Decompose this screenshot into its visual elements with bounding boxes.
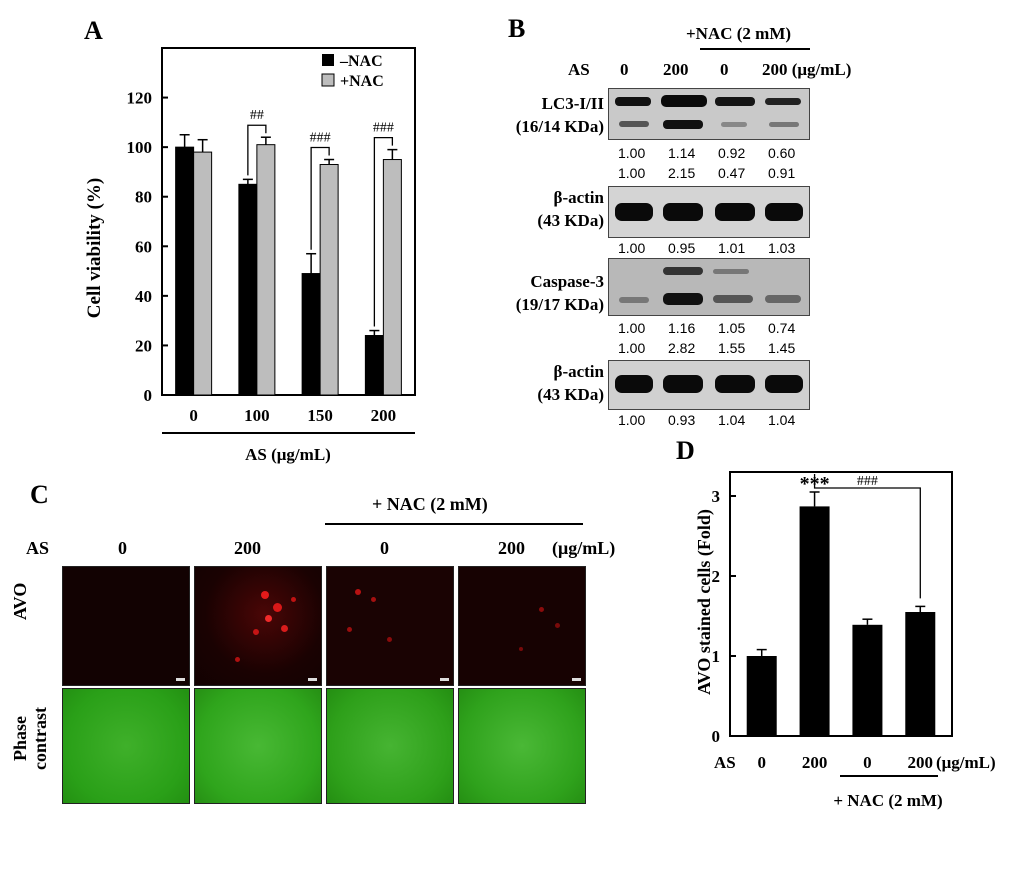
x-tick-label: 150 (307, 406, 333, 425)
significance-label: ### (310, 131, 331, 146)
significance-bracket (310, 146, 330, 250)
panel-d-as-label: AS (714, 753, 736, 772)
panel-b-nac-line (700, 48, 810, 50)
y-tick-label: 0 (144, 386, 153, 405)
blot-label-actin-2: β-actin (43 KDa) (537, 362, 604, 404)
x-tick-label: 0 (757, 753, 766, 772)
panel-a-letter: A (84, 16, 103, 45)
x-tick-label: 0 (863, 753, 872, 772)
significance-label: ## (250, 108, 264, 123)
phase-image-as200 (194, 688, 322, 804)
panel-d-nac-label: + NAC (2 mM) (833, 791, 942, 810)
panel-b-nac-label: +NAC (2 mM) (686, 24, 792, 43)
x-tick-label: 0 (189, 406, 198, 425)
panel-b-lane-4: 200 (μg/mL) (762, 60, 852, 79)
blot-image-lc3 (608, 88, 810, 140)
avo-image-nac-as200 (458, 566, 586, 686)
bar (746, 656, 777, 736)
y-tick-label: 40 (135, 287, 152, 306)
x-tick-label: 200 (371, 406, 397, 425)
legend-label-minus-nac: –NAC (339, 53, 383, 70)
avo-image-control (62, 566, 190, 686)
panel-a-chart: 0 20 40 60 80 100 120 0 100 ## 150 ### 200 ### –NAC +… (84, 47, 416, 464)
phase-image-nac-as200 (458, 688, 586, 804)
y-tick-label: 60 (135, 237, 152, 256)
legend-swatch-plus-nac (321, 73, 335, 87)
legend-swatch-minus-nac (322, 54, 334, 66)
panel-b-letter: B (508, 14, 526, 43)
bar (852, 624, 883, 736)
y-tick-label: 120 (127, 89, 153, 108)
panel-b-lane-2: 200 (663, 60, 689, 79)
y-tick-label: 3 (712, 487, 721, 506)
phase-image-nac-control (326, 688, 454, 804)
panel-c-col-1: 0 (118, 538, 127, 558)
y-tick-label: 100 (127, 138, 153, 157)
panel-d-unit: (μg/mL) (936, 753, 996, 772)
bar (905, 612, 936, 736)
panel-c-row-avo: AVO (10, 582, 30, 620)
bar-minus-nac (301, 273, 321, 396)
blot-image-actin-1 (608, 186, 810, 238)
bar-minus-nac (238, 183, 258, 396)
panel-a-plot-frame (161, 47, 416, 396)
panel-c-unit: (μg/mL) (552, 538, 616, 558)
panel-d-plot-frame (729, 471, 953, 737)
significance-label: ### (857, 474, 878, 489)
panel-c-col-2: 200 (234, 538, 261, 558)
blot-label-caspase3: Caspase-3 (19/17 KDa) (515, 272, 604, 314)
x-tick-label: 200 (802, 753, 828, 772)
significance-bracket (247, 124, 267, 176)
x-tick-label: 100 (244, 406, 270, 425)
blot-label-lc3: LC3-I/II (16/14 KDa) (515, 94, 604, 136)
y-tick-label: 0 (712, 727, 721, 746)
panel-b-lane-1: 0 (620, 60, 629, 79)
avo-image-as200 (194, 566, 322, 686)
panel-c-row-phase: Phase contrast (10, 707, 50, 770)
y-tick-label: 1 (712, 647, 721, 666)
y-tick-label: 2 (712, 567, 721, 586)
y-tick-label: 20 (135, 336, 152, 355)
blot-image-actin-2 (608, 360, 810, 410)
bar-minus-nac (364, 335, 384, 396)
bar-plus-nac (256, 144, 276, 396)
panel-d-ylabel: AVO stained cells (Fold) (694, 509, 715, 695)
x-tick-label: 200 (908, 753, 934, 772)
panel-c-nac-line (325, 523, 583, 525)
panel-c-nac-label: + NAC (2 mM) (372, 494, 488, 514)
panel-b-as-label: AS (568, 60, 590, 79)
bar (799, 506, 830, 736)
y-tick-label: 80 (135, 188, 152, 207)
bar-plus-nac (382, 159, 402, 396)
panel-b-lane-3: 0 (720, 60, 729, 79)
phase-image-control (62, 688, 190, 804)
panel-c-letter: C (30, 480, 49, 509)
panel-c-col-3: 0 (380, 538, 389, 558)
blot-image-caspase3 (608, 258, 810, 316)
avo-image-nac-control (326, 566, 454, 686)
bar-plus-nac (319, 163, 339, 396)
blot-label-actin-1: β-actin (43 KDa) (537, 188, 604, 230)
panel-c-as-label: AS (26, 538, 50, 558)
panel-d-letter: D (676, 436, 695, 465)
significance-label: ### (373, 121, 394, 136)
legend-label-plus-nac: +NAC (340, 73, 384, 90)
bar-minus-nac (175, 146, 195, 396)
bar-plus-nac (193, 151, 213, 396)
significance-bracket (813, 474, 921, 599)
significance-bracket (373, 136, 394, 327)
panel-c-col-4: 200 (498, 538, 525, 558)
panel-a-xlabel: AS (μg/mL) (245, 445, 331, 464)
panel-a-ylabel: Cell viability (%) (84, 178, 105, 318)
